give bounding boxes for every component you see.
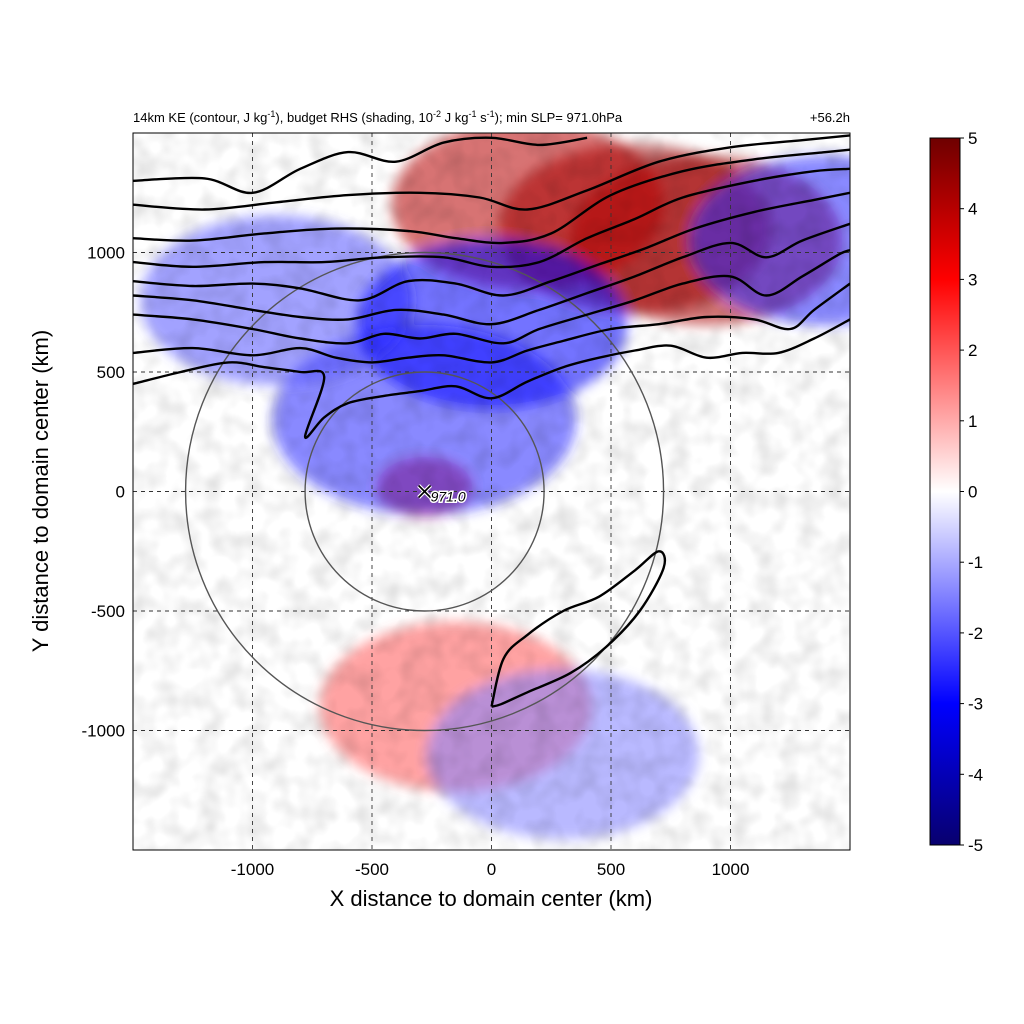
y-axis-label: Y distance to domain center (km) <box>28 330 53 652</box>
ke-contour-line <box>133 136 588 195</box>
colorbar-tick-label: 0 <box>968 483 977 502</box>
shading-texture <box>133 133 850 850</box>
x-tick-label: -1000 <box>231 860 274 879</box>
colorbar-tick-label: 4 <box>968 200 977 219</box>
ke-contour-line <box>133 148 850 245</box>
range-rings <box>184 251 665 732</box>
ke-contour-line <box>133 222 850 326</box>
ke-contours <box>133 134 850 708</box>
ke-contour-line <box>133 167 850 269</box>
colorbar-gradient <box>929 137 961 846</box>
x-axis-ticks: -1000 -500 0 500 1000 <box>231 860 750 879</box>
plot-area: 971.0 <box>133 133 850 850</box>
x-tick-label: 1000 <box>712 860 750 879</box>
y-tick-label: 0 <box>116 483 125 502</box>
storm-center-marker <box>418 484 432 499</box>
colorbar-tick-label: -4 <box>968 765 983 784</box>
x-tick-label: 0 <box>487 860 496 879</box>
x-tick-label: 500 <box>597 860 625 879</box>
colorbar-tick-label: -5 <box>968 836 983 855</box>
colorbar-ticks: 5 4 3 2 1 0 -1 -2 -3 -4 -5 <box>960 129 983 855</box>
colorbar-tick-label: -2 <box>968 624 983 643</box>
ke-contour-line <box>133 318 850 440</box>
ke-contour-line <box>133 134 850 211</box>
colorbar-tick-label: 3 <box>968 270 977 289</box>
colorbar-tick-label: -3 <box>968 695 983 714</box>
ke-contour-line <box>133 248 850 345</box>
ke-contour-line <box>490 550 667 708</box>
colorbar-tick-label: 2 <box>968 341 977 360</box>
plot-frame <box>132 132 851 851</box>
colorbar-tick-label: 5 <box>968 129 977 148</box>
colorbar: 5 4 3 2 1 0 -1 -2 -3 -4 -5 <box>929 129 983 855</box>
ke-contour-line <box>133 282 850 364</box>
y-tick-label: 1000 <box>87 244 125 263</box>
x-tick-label: -500 <box>355 860 389 879</box>
y-tick-label: -1000 <box>82 722 125 741</box>
colorbar-tick-label: -1 <box>968 553 983 572</box>
forecast-time-label: +56.2h <box>810 110 850 125</box>
x-axis-label: X distance to domain center (km) <box>330 886 653 911</box>
range-ring-500km <box>304 371 545 612</box>
storm-center: 971.0 <box>417 484 467 506</box>
y-tick-label: -500 <box>91 602 125 621</box>
ke-contour-line <box>133 191 850 302</box>
y-axis-ticks: -1000 -500 0 500 1000 <box>82 244 125 741</box>
range-ring-1000km <box>184 251 665 732</box>
y-tick-label: 500 <box>97 363 125 382</box>
colorbar-tick-label: 1 <box>968 412 977 431</box>
chart-title: 14km KE (contour, J kg-1), budget RHS (s… <box>133 109 623 125</box>
min-slp-label: 971.0 <box>431 489 466 505</box>
